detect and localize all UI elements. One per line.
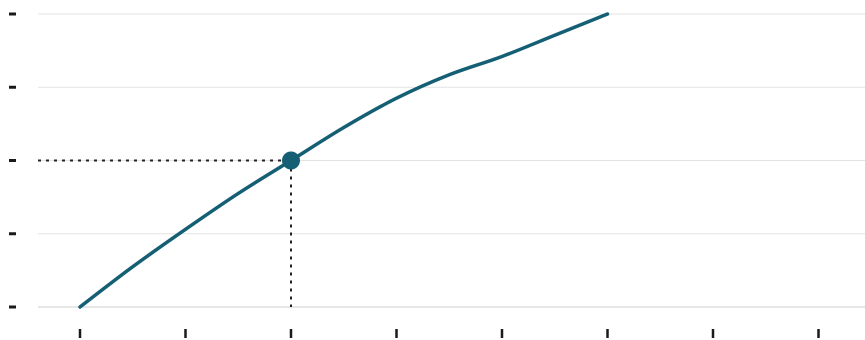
- grid-lines: [38, 13, 865, 308]
- y-axis-ticks: [9, 12, 16, 309]
- highlight-point: [282, 151, 300, 170]
- x-axis-ticks: [78, 329, 820, 338]
- highlight-guides: [38, 159, 292, 307]
- series-layer: [78, 12, 610, 309]
- highlight-layer: [282, 151, 300, 170]
- series-line-0: [78, 12, 610, 309]
